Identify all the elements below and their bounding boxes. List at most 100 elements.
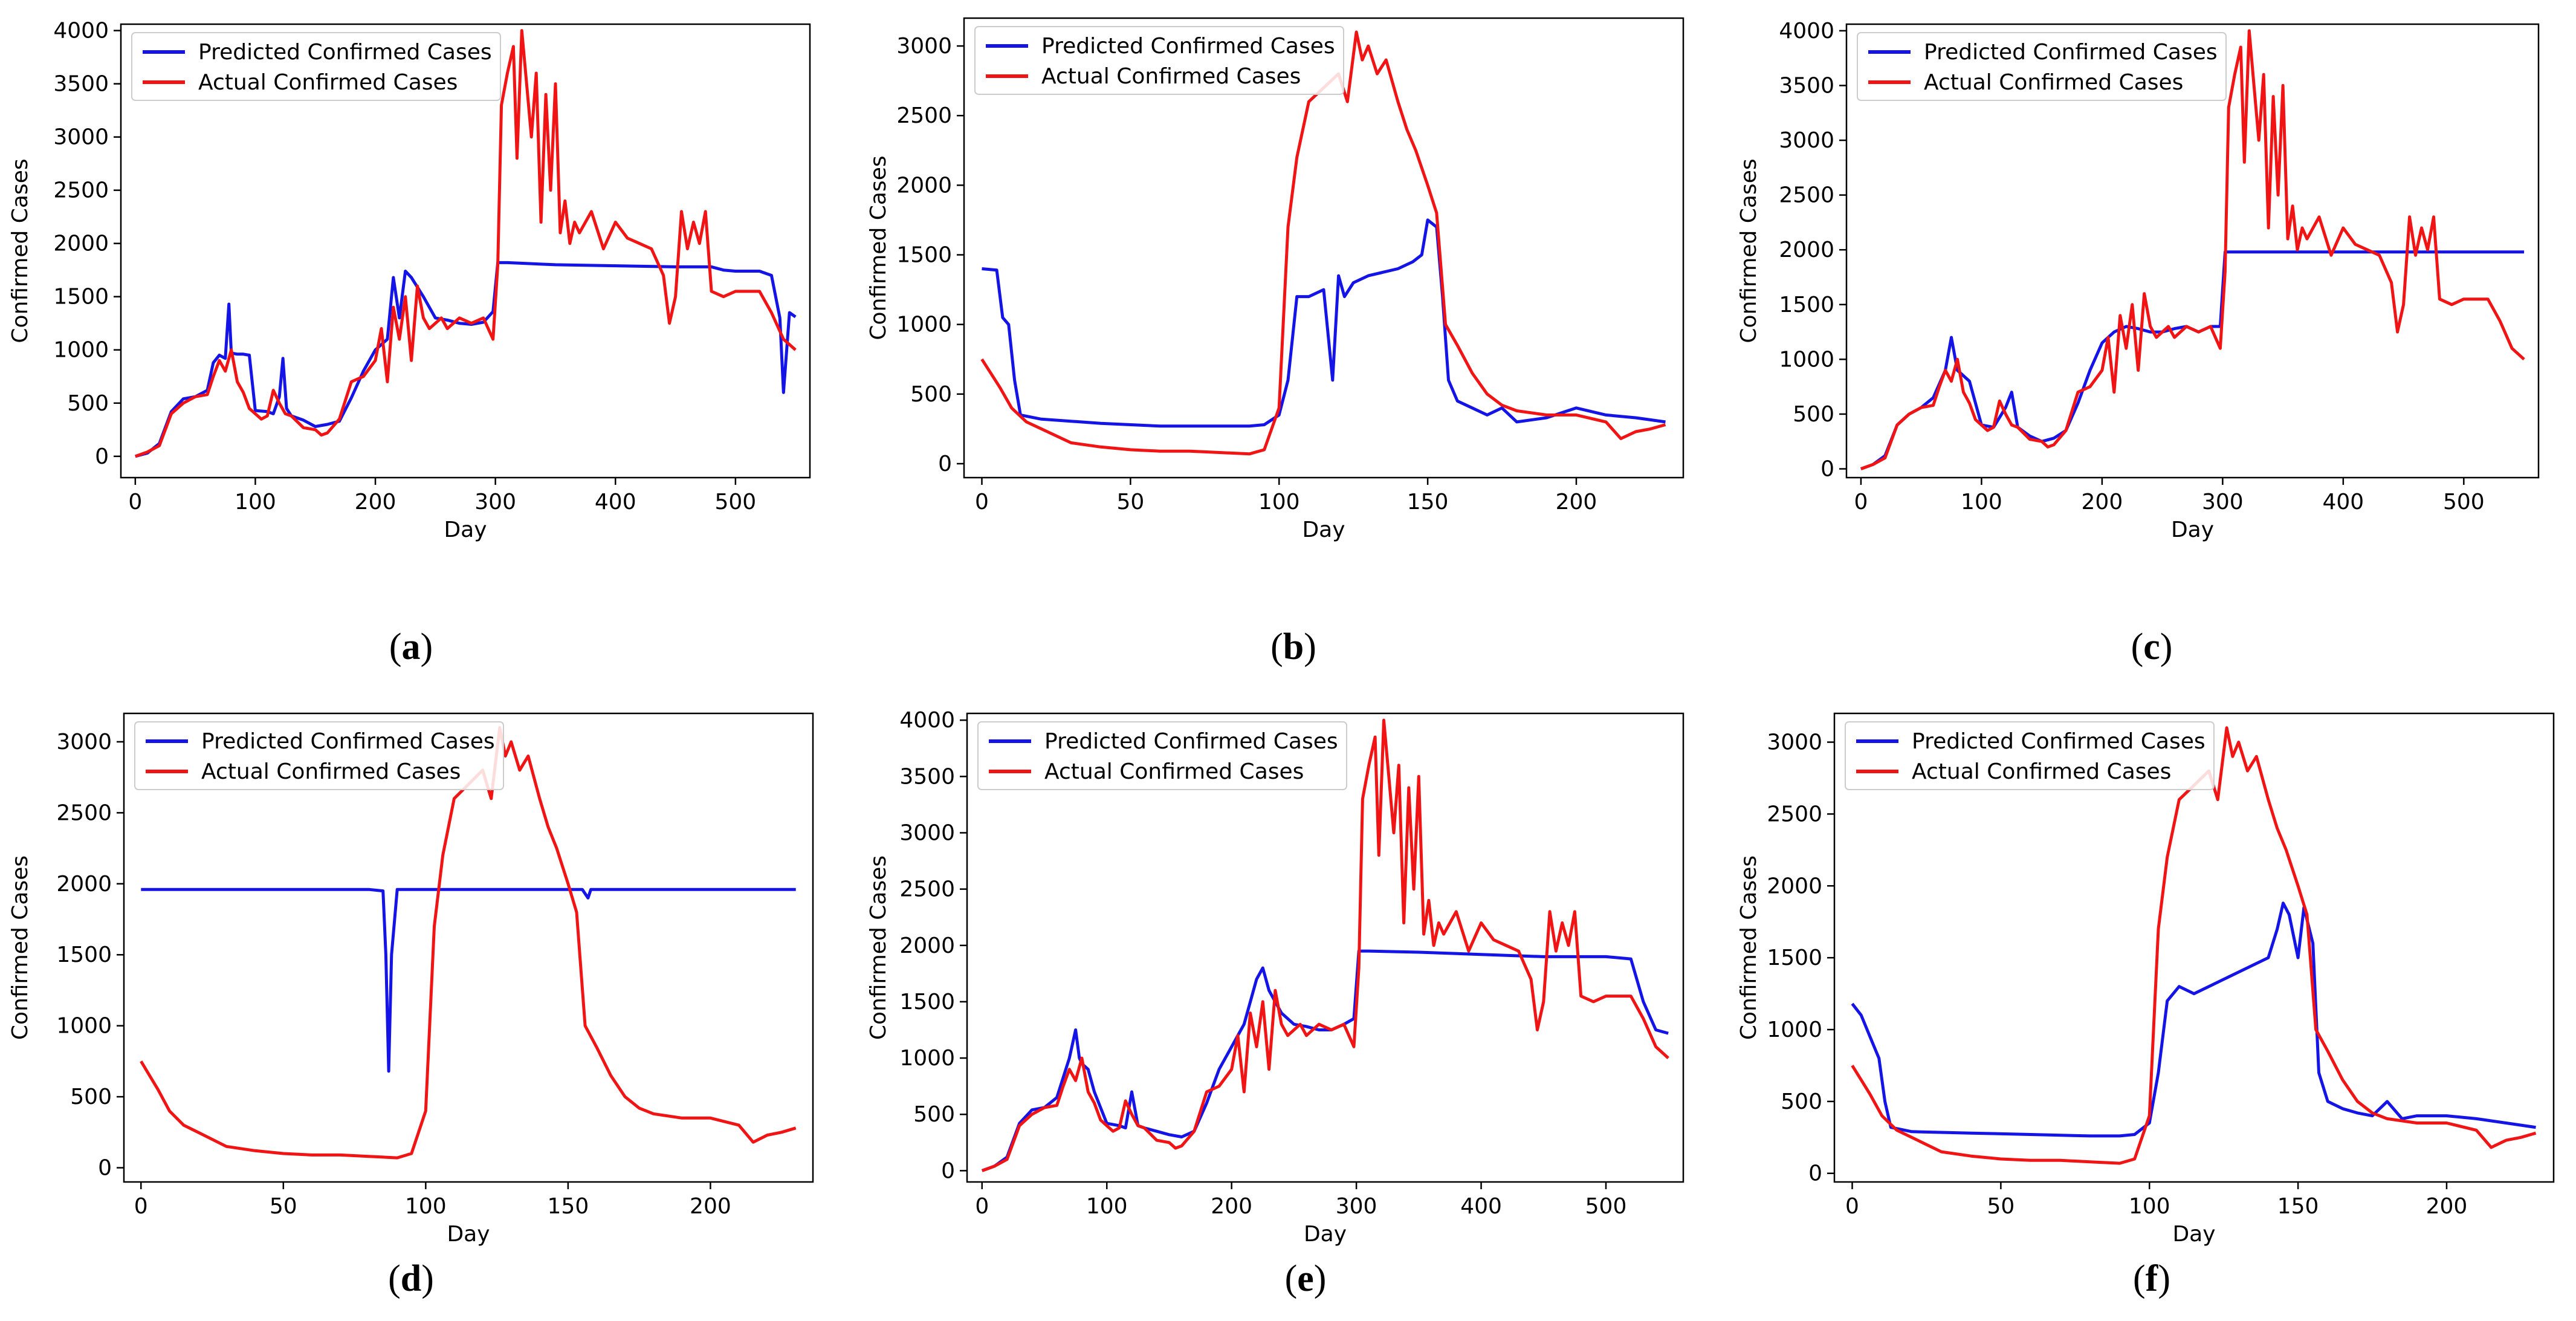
y-axis-label: Confirmed Cases (8, 158, 33, 343)
legend-box (1845, 721, 2215, 790)
legend-box (977, 721, 1347, 790)
caption-d: (d) (388, 1258, 434, 1299)
y-tick-label: 2000 (899, 933, 955, 958)
predicted-series-line (1860, 250, 2525, 470)
x-tick-label: 150 (548, 1194, 589, 1219)
panel-b: 0 50 100 150 200 0 500 1000 1500 2000 2500 3000 Day C… (858, 0, 1704, 667)
y-axis-label: Confirmed Cases (866, 155, 891, 340)
y-tick-label: 1000 (1779, 347, 1834, 372)
y-tick-label: 3000 (56, 730, 112, 755)
x-tick-label: 400 (2322, 490, 2364, 514)
y-tick-label: 500 (910, 382, 952, 407)
x-tick-label: 300 (1336, 1194, 1377, 1219)
legend-label-predicted: Predicted Confirmed Cases (1924, 40, 2218, 65)
chart-d: 0 50 100 150 200050010001500200025003000DayC… (8, 712, 814, 1247)
x-tick-label: 200 (690, 1194, 731, 1219)
y-tick-label: 500 (1793, 402, 1834, 427)
y-tick-label: 2000 (53, 232, 109, 256)
y-tick-label: 1000 (899, 1046, 955, 1071)
x-axis-label: Day (444, 518, 487, 542)
panel-e: 0 100 200 300 400 500 0 500 1000 1500 2000 2500 3000… (858, 689, 1704, 1321)
x-tick-label: 0 (1845, 1194, 1859, 1219)
x-tick-label: 200 (2426, 1194, 2468, 1219)
caption-f: (f) (2133, 1258, 2170, 1299)
y-tick-label: 3500 (1779, 73, 1834, 98)
x-tick-label: 150 (2277, 1194, 2319, 1219)
panel-d: 0 50 100 150 200 0 500 1000 1500 2000 2500 3000 Day C… (0, 689, 846, 1321)
plot-frame (963, 17, 1684, 479)
y-tick-label: 2500 (1779, 183, 1834, 208)
x-tick-label: 200 (2082, 490, 2123, 514)
y-tick-label: 2000 (1767, 874, 1822, 898)
x-tick-label: 100 (2129, 1194, 2170, 1219)
legend-label-actual: Actual Confirmed Cases (1044, 759, 1304, 784)
y-tick-label: 2500 (896, 103, 952, 128)
y-tick-label: 1000 (896, 313, 952, 337)
legend-label-actual: Actual Confirmed Cases (1041, 64, 1301, 89)
y-tick-label: 1500 (896, 243, 952, 268)
y-tick-label: 3000 (1767, 730, 1822, 755)
y-tick-label: 1500 (1767, 946, 1822, 970)
y-tick-label: 2500 (56, 800, 112, 825)
caption-c: (c) (2131, 626, 2173, 667)
legend-box (1857, 32, 2227, 101)
y-tick-label: 3500 (53, 72, 109, 97)
predicted-series-line (981, 949, 1669, 1172)
y-tick-label: 0 (1820, 457, 1834, 482)
x-axis-label: Day (2172, 1222, 2215, 1247)
x-tick-label: 50 (1116, 490, 1144, 514)
actual-series-line (140, 726, 797, 1160)
y-tick-label: 0 (938, 452, 952, 476)
legend-label-actual: Actual Confirmed Cases (1912, 759, 2171, 784)
y-tick-label: 1500 (899, 990, 955, 1014)
y-tick-label: 500 (1781, 1089, 1822, 1114)
x-tick-label: 0 (128, 490, 142, 514)
actual-series-line (981, 718, 1669, 1172)
x-tick-label: 300 (2202, 490, 2244, 514)
y-tick-label: 1000 (53, 338, 109, 363)
y-tick-label: 2500 (899, 877, 955, 902)
x-tick-label: 200 (1556, 490, 1597, 514)
x-tick-label: 200 (1211, 1194, 1252, 1219)
y-axis-label: Confirmed Cases (8, 855, 33, 1040)
predicted-series-line (141, 888, 796, 1073)
x-tick-label: 50 (270, 1194, 297, 1219)
legend-label-predicted: Predicted Confirmed Cases (1044, 729, 1338, 754)
x-tick-label: 100 (1086, 1194, 1128, 1219)
x-axis-label: Day (1302, 518, 1345, 542)
legend-label-actual: Actual Confirmed Cases (201, 759, 461, 784)
y-tick-label: 3500 (899, 764, 955, 789)
chart-a: 0 100 200 300 400 500 0 500 1000 1500 2000 2500 3000… (8, 19, 811, 542)
legend-label-actual: Actual Confirmed Cases (198, 70, 458, 95)
chart-b: 0 50 100 150 200050010001500200025003000DayC… (866, 17, 1684, 542)
y-axis-label: Confirmed Cases (866, 855, 891, 1040)
legend-label-predicted: Predicted Confirmed Cases (1041, 34, 1335, 59)
plot-frame (1845, 23, 2540, 479)
x-tick-label: 500 (2443, 490, 2485, 514)
y-tick-label: 1500 (53, 285, 109, 310)
y-tick-label: 3000 (53, 125, 109, 150)
caption-a: (a) (389, 626, 433, 667)
caption-e: (e) (1284, 1258, 1327, 1299)
y-tick-label: 3000 (896, 34, 952, 59)
x-axis-label: Day (447, 1222, 490, 1247)
y-tick-label: 2000 (1779, 238, 1834, 262)
y-tick-label: 2000 (896, 173, 952, 198)
x-tick-label: 100 (235, 490, 276, 514)
y-tick-label: 4000 (53, 19, 109, 44)
y-tick-label: 3000 (1779, 128, 1834, 153)
x-axis-label: Day (2171, 518, 2214, 542)
x-tick-label: 300 (474, 490, 516, 514)
x-tick-label: 200 (355, 490, 396, 514)
y-tick-label: 500 (67, 391, 109, 416)
panel-a: 0 100 200 300 400 500 0 500 1000 1500 2000 2500 3000… (0, 0, 846, 667)
y-tick-label: 3000 (899, 820, 955, 845)
y-tick-label: 0 (95, 444, 109, 469)
actual-series-line (1851, 726, 2537, 1165)
y-tick-label: 500 (913, 1102, 955, 1127)
predicted-series-line (1851, 901, 2536, 1138)
plot-frame (1833, 712, 2555, 1183)
y-tick-label: 500 (70, 1085, 112, 1109)
legend-label-predicted: Predicted Confirmed Cases (201, 729, 495, 754)
y-tick-label: 2000 (56, 872, 112, 897)
